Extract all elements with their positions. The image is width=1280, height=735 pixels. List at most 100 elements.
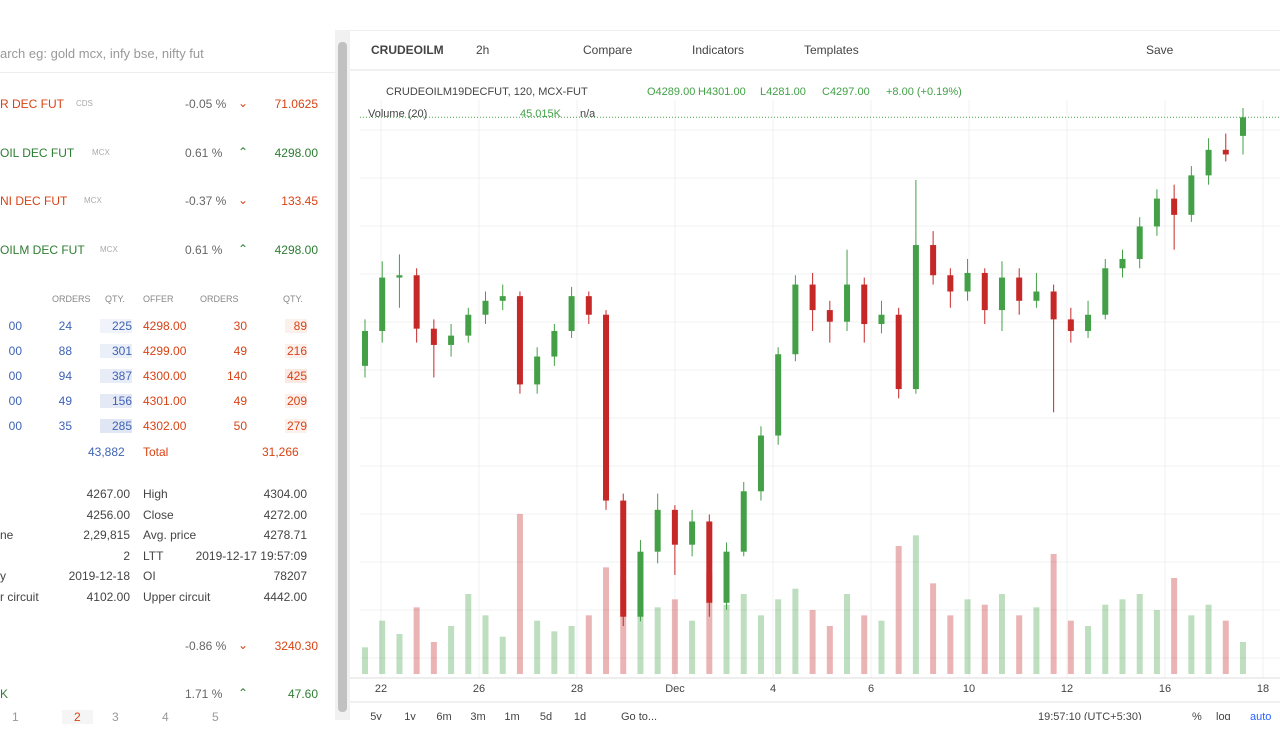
depth-cell: 00 [8, 344, 22, 358]
volume-bar [1119, 599, 1126, 674]
candle-body [568, 296, 575, 331]
volume-value: 45.015K [520, 108, 562, 120]
tab[interactable]: 4 [162, 710, 169, 724]
candle-body [964, 272, 971, 292]
candle-body [740, 491, 747, 552]
volume-bar [844, 594, 851, 674]
log-toggle: log [1216, 711, 1231, 720]
scroll-thumb[interactable] [338, 42, 347, 712]
candle-body [1050, 291, 1057, 320]
candle-body [1102, 268, 1109, 315]
x-tick-label: 22 [375, 683, 387, 695]
volume-bar [568, 626, 575, 674]
candle-body [723, 551, 730, 603]
depth-header: ORDERS [52, 294, 91, 304]
candle-body [757, 435, 764, 492]
depth-cell: 225 [100, 319, 132, 333]
volume-bar [1136, 594, 1143, 674]
candle-body [1136, 226, 1143, 259]
volume-bar [878, 620, 885, 674]
candle-body [603, 314, 610, 501]
x-tick-label: 18 [1257, 683, 1269, 695]
depth-cell: 49 [58, 394, 72, 408]
volume-bar [792, 588, 799, 674]
compare-button: Compare [583, 43, 633, 57]
stat-value: 2019-12-17 19:57:09 [195, 548, 307, 563]
range-button[interactable]: 1d [574, 711, 586, 720]
volume-bar [740, 594, 747, 674]
stat-value: 78207 [273, 569, 307, 583]
change: 0.61 % [185, 242, 223, 257]
volume-na: n/a [580, 108, 596, 120]
arrow: ⌄ [238, 96, 249, 110]
candle-body [930, 245, 937, 276]
depth-cell: 387 [100, 369, 132, 383]
watchlist-item[interactable]: K 1.71 % ⌃ 47.60 [0, 686, 335, 735]
auto-toggle: auto [1250, 711, 1271, 720]
top-bar [0, 0, 1280, 31]
candle-body [706, 521, 713, 603]
watchlist: arch eg: gold mcx, infy bse, nifty fut R … [0, 30, 336, 724]
depth-cell: 89 [285, 319, 307, 333]
candle-body [861, 284, 868, 325]
tab[interactable]: 5 [212, 710, 219, 724]
tab[interactable]: 1 [12, 710, 19, 724]
stat-label: y [0, 569, 6, 583]
candle-body [396, 275, 403, 278]
range-button[interactable]: 1m [504, 711, 519, 720]
stat-value: 4102.00 [86, 589, 130, 604]
candle-body [947, 275, 954, 292]
depth-cell: 00 [8, 419, 22, 433]
depth-cell: 88 [58, 344, 72, 358]
candle-body [551, 330, 558, 357]
instrument: CRUDEOILM19DECFUT, 120, MCX-FUT [386, 86, 588, 98]
tab[interactable]: 2 [62, 710, 93, 724]
depth-cell: 279 [285, 419, 307, 433]
candle-body [1016, 277, 1023, 301]
volume-bar [826, 626, 833, 674]
watchlist-item[interactable]: OIL DEC FUT MCX 0.61 % ⌃ 4298.00 [0, 145, 335, 194]
range-button[interactable]: 5y [370, 711, 382, 720]
volume-bar [689, 620, 696, 674]
exchange: MCX [100, 244, 118, 254]
volume-label: Volume (20) [368, 108, 427, 120]
stat-label: Upper circuit [143, 589, 211, 604]
range-button[interactable]: 3m [470, 711, 485, 720]
watchlist-item[interactable]: OILM DEC FUT MCX 0.61 % ⌃ 4298.00 [0, 242, 335, 291]
volume-bar [912, 535, 919, 674]
stat-label: LTT [143, 548, 164, 563]
volume-bar [981, 604, 988, 674]
ohlc-close: C4297.00 [822, 86, 870, 98]
ask-total: 31,266 [262, 445, 299, 459]
watchlist-item[interactable]: R DEC FUT CDS -0.05 % ⌄ 71.0625 [0, 96, 335, 145]
depth-cell: 00 [8, 319, 22, 333]
candle-body [482, 300, 489, 315]
x-tick-label: 26 [473, 683, 485, 695]
range-button[interactable]: 5d [540, 711, 552, 720]
stat-label: r circuit [0, 589, 39, 604]
price: 4298.00 [274, 145, 318, 160]
time: 19:57:10 (UTC+5:30) [1038, 711, 1142, 720]
volume-bar [998, 594, 1005, 674]
watchlist-item[interactable]: NI DEC FUT MCX -0.37 % ⌄ 133.45 [0, 193, 335, 242]
arrow: ⌄ [238, 193, 249, 207]
volume-bar [585, 615, 592, 674]
stat-value: 4304.00 [263, 487, 307, 501]
goto-button: Go to... [621, 711, 657, 720]
interval[interactable]: 2h [476, 43, 489, 57]
candle-body [809, 284, 816, 311]
stat-label: Avg. price [143, 528, 197, 542]
search-input[interactable]: arch eg: gold mcx, infy bse, nifty fut [0, 46, 204, 61]
depth-cell: 35 [58, 419, 72, 433]
range-button[interactable]: 1y [404, 711, 416, 720]
volume-bar [1050, 554, 1057, 674]
volume-bar [654, 607, 661, 674]
watchlist-item[interactable]: -0.86 % ⌄ 3240.30 [0, 638, 335, 687]
tab[interactable]: 3 [112, 710, 119, 724]
symbol: CRUDEOILM [371, 43, 444, 57]
price: 4298.00 [274, 242, 318, 257]
range-button[interactable]: 6m [436, 711, 451, 720]
candle-body [792, 284, 799, 355]
ohlc-high: H4301.00 [698, 86, 746, 98]
